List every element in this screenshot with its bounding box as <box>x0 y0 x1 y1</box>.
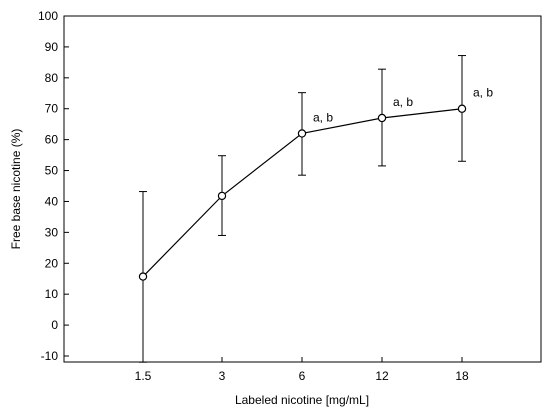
y-tick-label: 40 <box>45 194 59 208</box>
y-tick-label: 50 <box>45 164 59 178</box>
annotations: a, b a, b a, b <box>313 86 493 125</box>
annotation-label: a, b <box>313 110 333 124</box>
data-markers <box>138 104 467 281</box>
y-tick-label: 80 <box>45 71 59 85</box>
y-axis: -10 0 10 20 30 40 50 60 70 80 90 100 <box>38 9 69 363</box>
y-tick-label: 60 <box>45 133 59 147</box>
x-tick-label: 18 <box>455 369 469 383</box>
x-tick-label: 12 <box>375 369 389 383</box>
y-tick-label: 100 <box>38 9 58 23</box>
data-point <box>457 104 467 113</box>
y-tick-label: 10 <box>45 287 59 301</box>
data-point <box>217 191 227 201</box>
data-point <box>297 129 307 138</box>
annotation-label: a, b <box>473 86 493 100</box>
error-bars <box>139 55 466 363</box>
x-tick-label: 1.5 <box>135 369 152 383</box>
data-point <box>377 113 387 123</box>
x-tick-label: 6 <box>299 369 306 383</box>
x-axis: 1.5 3 6 12 18 <box>135 357 469 383</box>
data-point <box>138 272 148 281</box>
x-axis-title: Labeled nicotine [mg/mL] <box>235 393 369 407</box>
y-tick-label: 70 <box>45 102 59 116</box>
y-tick-label: -10 <box>41 349 59 363</box>
y-tick-label: 90 <box>45 40 59 54</box>
y-axis-title: Free base nicotine (%) <box>9 129 23 250</box>
y-tick-label: 20 <box>45 256 59 270</box>
x-tick-label: 3 <box>219 369 226 383</box>
annotation-label: a, b <box>393 95 413 109</box>
y-tick-label: 30 <box>45 225 59 239</box>
y-tick-label: 0 <box>51 318 58 332</box>
plot-frame <box>63 15 542 363</box>
